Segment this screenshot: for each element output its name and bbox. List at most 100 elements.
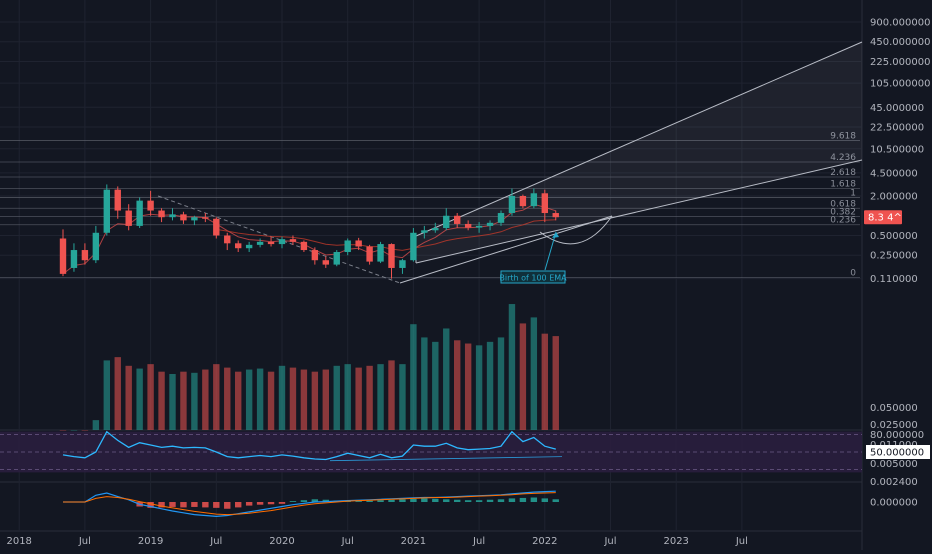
candle-body bbox=[289, 239, 297, 242]
macd-histogram-bar bbox=[158, 502, 165, 508]
candle-body bbox=[158, 210, 165, 218]
macd-histogram-bar bbox=[147, 502, 154, 508]
volume-bar bbox=[388, 360, 395, 430]
ema-fast-line bbox=[62, 203, 556, 275]
candle-body bbox=[486, 222, 494, 226]
macd-histogram-bar bbox=[519, 497, 527, 502]
volume-bar bbox=[399, 364, 406, 430]
volume-bar bbox=[125, 365, 132, 430]
macd-histogram-bar bbox=[464, 500, 472, 502]
ema-lines bbox=[62, 203, 556, 275]
candle-body bbox=[256, 241, 264, 245]
volume-bar bbox=[202, 369, 209, 430]
volume-tick-label: 0.005000 bbox=[870, 459, 918, 470]
candle-body bbox=[541, 193, 548, 214]
volume-bar bbox=[366, 365, 373, 430]
y-tick-label: 4.500000 bbox=[870, 168, 918, 179]
rsi-value-tag bbox=[866, 445, 930, 459]
macd-histogram-bar bbox=[388, 499, 395, 502]
macd-histogram-bar bbox=[475, 500, 483, 502]
candle-body bbox=[59, 238, 67, 274]
annotations: Birth of 100 EMA bbox=[499, 231, 567, 284]
candle-body bbox=[103, 189, 110, 233]
annotation-arrow-head bbox=[552, 232, 559, 238]
volume-bar bbox=[464, 343, 472, 430]
volume-bar bbox=[355, 367, 362, 430]
x-tick-label: Jul bbox=[341, 536, 354, 547]
annotation-box bbox=[500, 270, 566, 284]
candle-body bbox=[114, 189, 121, 211]
x-tick-label: Jul bbox=[472, 536, 485, 547]
candle-body bbox=[421, 230, 428, 233]
volume-bar bbox=[70, 430, 78, 431]
volume-bar bbox=[92, 420, 100, 430]
volume-bar bbox=[541, 333, 548, 430]
volume-bar bbox=[530, 317, 538, 430]
x-tick-label: Jul bbox=[603, 536, 616, 547]
x-tick-label: 2022 bbox=[532, 536, 557, 547]
fib-level-label: 9.618 bbox=[830, 132, 856, 142]
y-tick-label: 225.000000 bbox=[870, 57, 930, 68]
x-tick-label: Jul bbox=[735, 536, 748, 547]
macd-histogram-bar bbox=[202, 502, 209, 508]
volume-bar bbox=[443, 328, 450, 430]
macd-histogram-bar bbox=[180, 502, 187, 508]
candle-body bbox=[333, 252, 340, 265]
volume-bar bbox=[245, 369, 253, 430]
y-tick-label: 22.500000 bbox=[870, 123, 924, 134]
volume-bar bbox=[475, 345, 483, 430]
volume-bar bbox=[59, 430, 67, 431]
volume-bar bbox=[497, 337, 505, 430]
y-tick-label: 900.000000 bbox=[870, 17, 930, 28]
macd-histogram-bar bbox=[486, 499, 494, 502]
fib-level-label: 0.236 bbox=[830, 216, 856, 226]
macd-histogram-bar bbox=[311, 499, 319, 502]
fib-level-label: 2.618 bbox=[830, 168, 856, 178]
volume-bar bbox=[454, 340, 461, 430]
macd-signal-line bbox=[63, 492, 556, 516]
candle-body bbox=[497, 213, 505, 223]
fib-level-label: 0 bbox=[850, 268, 856, 278]
macd-histogram-bar bbox=[224, 502, 231, 509]
volume-bar bbox=[267, 371, 275, 430]
macd-histogram-bar bbox=[278, 502, 286, 504]
candle-body bbox=[267, 241, 275, 245]
y-tick-label: 45.000000 bbox=[870, 103, 924, 114]
candle-body bbox=[432, 228, 439, 231]
fib-level-label: 1.618 bbox=[830, 180, 856, 190]
candle-body bbox=[81, 250, 89, 261]
candle-body bbox=[300, 241, 308, 251]
y-tick-label: 2.000000 bbox=[870, 192, 918, 203]
candle-body bbox=[454, 215, 461, 224]
volume-tick-label: 0.050000 bbox=[870, 403, 918, 414]
candle-body bbox=[147, 200, 154, 211]
candle-body bbox=[355, 240, 362, 247]
volume-bar bbox=[256, 368, 264, 430]
volume-bar bbox=[169, 374, 176, 430]
volume-bar bbox=[486, 341, 494, 430]
candle-body bbox=[344, 240, 351, 253]
candle-body bbox=[508, 196, 516, 214]
rsi-trend-line bbox=[329, 456, 563, 462]
volume-tick-label: 0.025000 bbox=[870, 420, 918, 431]
x-tick-label: 2020 bbox=[269, 536, 294, 547]
volume-bar bbox=[519, 323, 527, 430]
candle-body bbox=[322, 260, 329, 265]
ema-slow-line bbox=[216, 219, 556, 251]
fib-level-label: 4.236 bbox=[830, 153, 856, 163]
volume-bar bbox=[421, 337, 428, 430]
candle-body bbox=[530, 193, 538, 207]
candle-body bbox=[278, 239, 286, 245]
volume-tick-label: 0.002400 bbox=[870, 477, 918, 488]
candle-body bbox=[552, 213, 559, 218]
candle-body bbox=[136, 200, 143, 226]
rsi-line bbox=[62, 430, 556, 461]
macd-histogram-bar bbox=[355, 501, 362, 502]
candle-body bbox=[475, 225, 483, 228]
volume-bar bbox=[344, 364, 351, 430]
volume-bar bbox=[410, 324, 417, 430]
channel-upper-line bbox=[415, 41, 863, 237]
